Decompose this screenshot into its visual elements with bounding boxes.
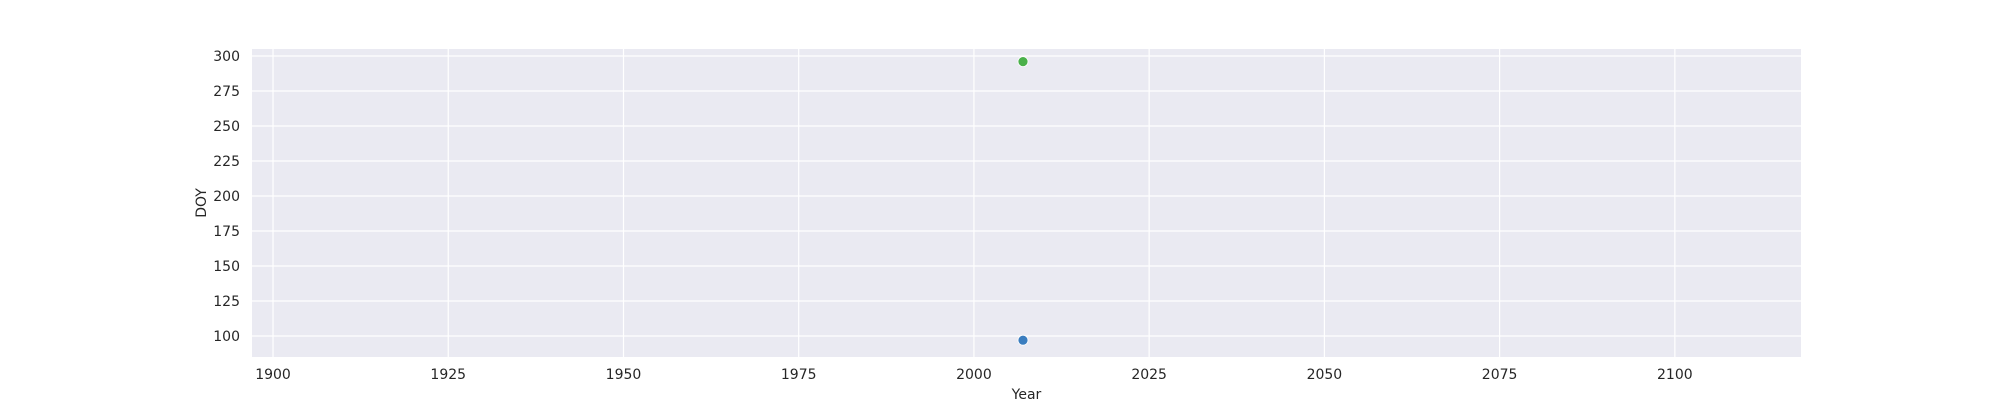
data-point xyxy=(1017,334,1029,346)
y-tick-label: 250 xyxy=(213,119,240,135)
x-tick-label: 2075 xyxy=(1482,367,1518,383)
y-tick-label: 225 xyxy=(213,154,240,170)
x-tick-label: 1900 xyxy=(255,367,291,383)
y-tick-label: 175 xyxy=(213,224,240,240)
x-tick-label: 1925 xyxy=(430,367,466,383)
x-tick-label: 2100 xyxy=(1657,367,1693,383)
x-tick-label: 2025 xyxy=(1131,367,1167,383)
y-tick-label: 275 xyxy=(213,84,240,100)
axis-ticks: 1900 1925 1950 1975 2000 2025 2050 2075 2100 100 1… xyxy=(213,49,1692,383)
data-points xyxy=(1017,56,1029,346)
data-point xyxy=(1017,56,1029,67)
x-tick-label: 1950 xyxy=(606,367,642,383)
x-tick-label: 1975 xyxy=(781,367,817,383)
plot-area xyxy=(252,49,1801,357)
y-tick-label: 200 xyxy=(213,189,240,205)
x-tick-label: 2000 xyxy=(956,367,992,383)
x-tick-label: 2050 xyxy=(1307,367,1343,383)
y-axis-label: DOY xyxy=(194,188,210,218)
y-tick-label: 125 xyxy=(213,294,240,310)
x-axis-label: Year xyxy=(1011,387,1042,400)
y-tick-label: 100 xyxy=(213,329,240,345)
y-tick-label: 300 xyxy=(213,49,240,65)
y-tick-label: 150 xyxy=(213,259,240,275)
grid xyxy=(252,49,1801,357)
